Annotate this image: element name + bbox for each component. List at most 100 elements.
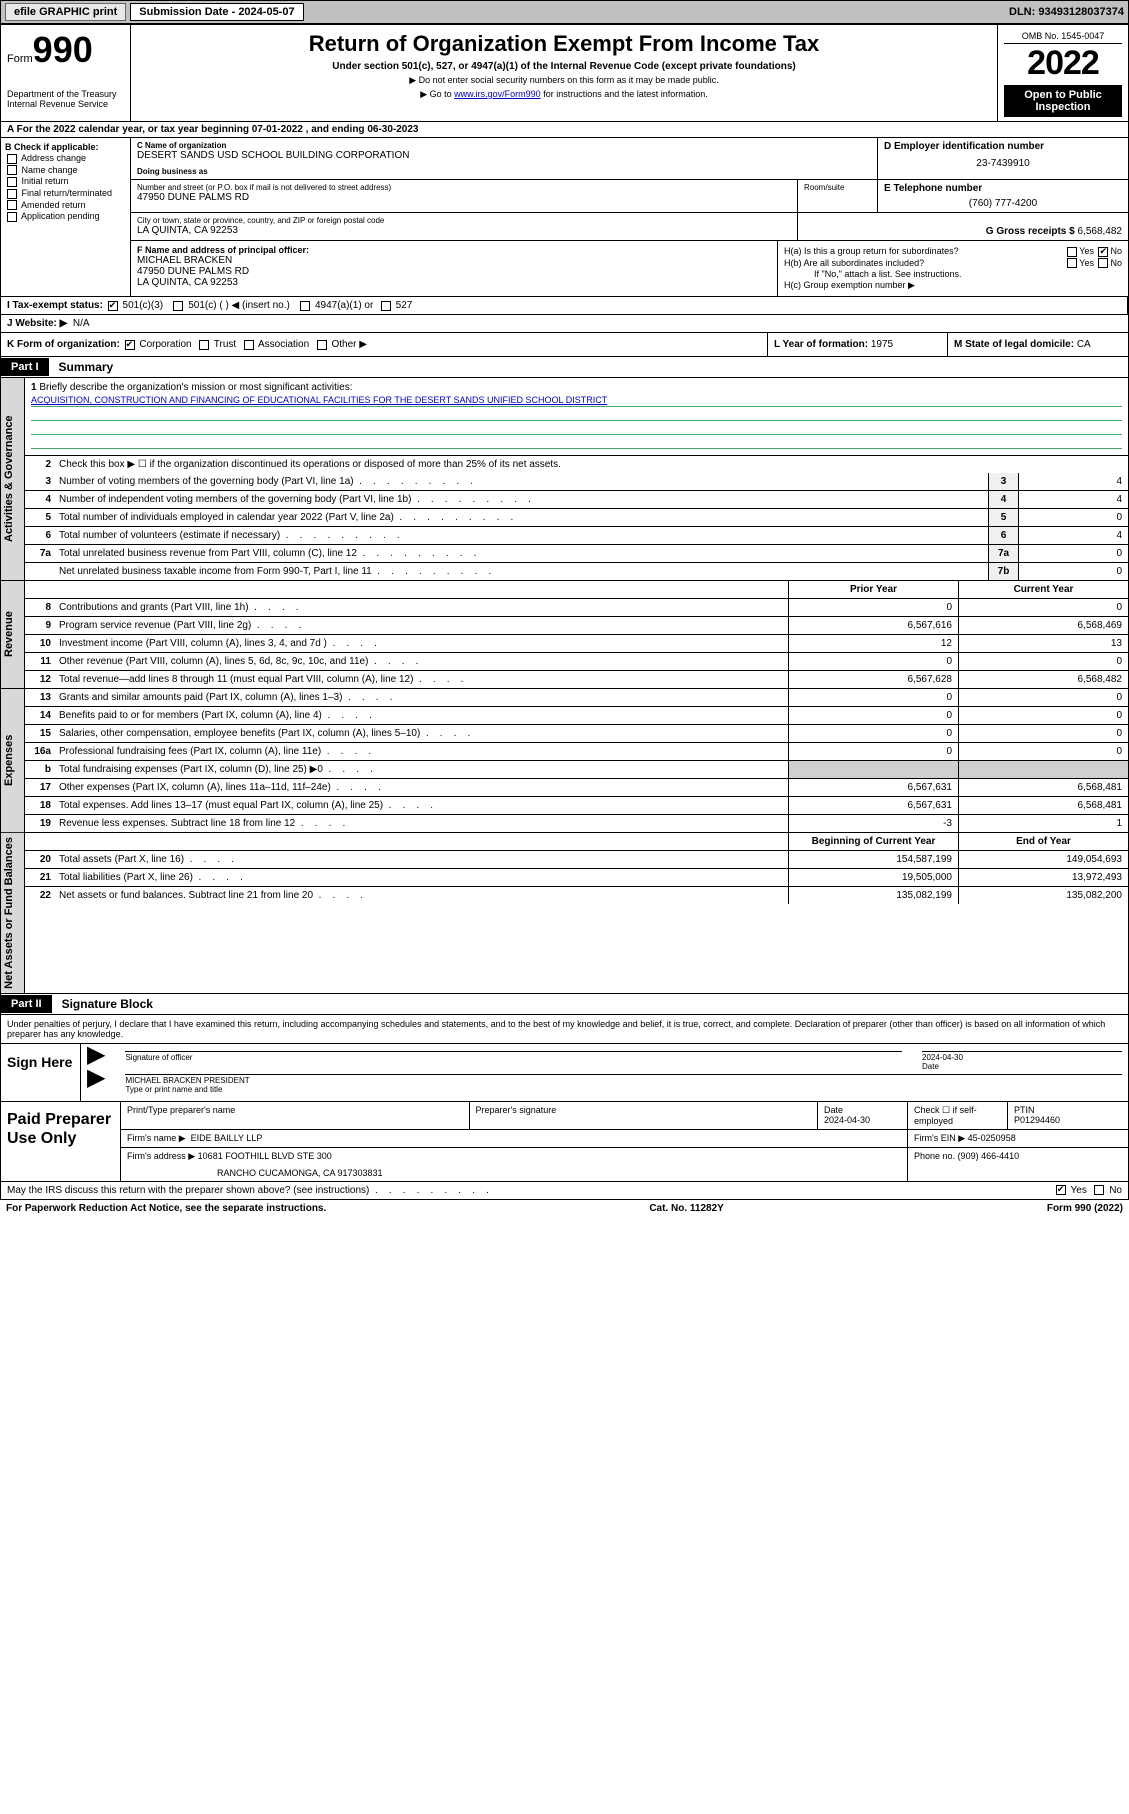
sign-here-label: Sign Here bbox=[1, 1044, 81, 1101]
q2-text: Check this box ▶ ☐ if the organization d… bbox=[55, 456, 1128, 473]
discuss-yn: Yes No bbox=[1054, 1185, 1122, 1196]
box-g: G Gross receipts $ 6,568,482 bbox=[804, 226, 1122, 237]
box-b: B Check if applicable: Address change Na… bbox=[1, 138, 131, 296]
form-header: Form990 Department of the Treasury Inter… bbox=[0, 24, 1129, 122]
chk-corp[interactable] bbox=[125, 340, 135, 350]
fin-row: 10Investment income (Part VIII, column (… bbox=[25, 635, 1128, 653]
ssn-note: ▶ Do not enter social security numbers o… bbox=[137, 75, 991, 86]
fin-row: 19Revenue less expenses. Subtract line 1… bbox=[25, 815, 1128, 832]
top-bar: efile GRAPHIC print Submission Date - 20… bbox=[0, 0, 1129, 24]
chk-trust[interactable] bbox=[199, 340, 209, 350]
form-ref: Form 990 (2022) bbox=[1047, 1203, 1123, 1214]
hdr-eoy: End of Year bbox=[958, 833, 1128, 850]
row-j: J Website: ▶ N/A bbox=[0, 315, 1129, 333]
chk-final-return[interactable]: Final return/terminated bbox=[5, 188, 126, 199]
fin-row: bTotal fundraising expenses (Part IX, co… bbox=[25, 761, 1128, 779]
fin-row: 14Benefits paid to or for members (Part … bbox=[25, 707, 1128, 725]
chk-other[interactable] bbox=[317, 340, 327, 350]
chk-discuss-no[interactable] bbox=[1094, 1185, 1104, 1195]
chk-501c3[interactable] bbox=[108, 301, 118, 311]
part-i-title: Summary bbox=[49, 357, 124, 377]
preparer-block: Paid Preparer Use Only Print/Type prepar… bbox=[0, 1102, 1129, 1182]
part-ii-header: Part II Signature Block bbox=[0, 994, 1129, 1015]
section-governance: Activities & Governance 1 Briefly descri… bbox=[0, 378, 1129, 581]
sig-date: 2024-04-30Date bbox=[922, 1051, 1122, 1071]
hdr-prior-year: Prior Year bbox=[788, 581, 958, 598]
firm-addr: Firm's address ▶ 10681 FOOTHILL BLVD STE… bbox=[121, 1148, 908, 1181]
fin-row: 16aProfessional fundraising fees (Part I… bbox=[25, 743, 1128, 761]
hdr-current-year: Current Year bbox=[958, 581, 1128, 598]
penalty-text: Under penalties of perjury, I declare th… bbox=[0, 1015, 1129, 1044]
chk-4947[interactable] bbox=[300, 301, 310, 311]
part-i-tag: Part I bbox=[1, 358, 49, 376]
box-b-header: B Check if applicable: bbox=[5, 142, 126, 152]
hb-yn: Yes No bbox=[1065, 258, 1122, 269]
mission-text[interactable]: ACQUISITION, CONSTRUCTION AND FINANCING … bbox=[31, 395, 607, 405]
part-i-header: Part I Summary bbox=[0, 357, 1129, 378]
chk-501c[interactable] bbox=[173, 301, 183, 311]
officer-addr: 47950 DUNE PALMS RD LA QUINTA, CA 92253 bbox=[137, 266, 771, 288]
chk-amended[interactable]: Amended return bbox=[5, 200, 126, 211]
chk-initial-return[interactable]: Initial return bbox=[5, 176, 126, 187]
omb-number: OMB No. 1545-0047 bbox=[1004, 29, 1122, 44]
side-governance: Activities & Governance bbox=[1, 378, 25, 580]
cat-no: Cat. No. 11282Y bbox=[649, 1203, 723, 1214]
goto-pre: ▶ Go to bbox=[420, 89, 454, 99]
ha-label: H(a) Is this a group return for subordin… bbox=[784, 246, 959, 257]
q1-text: Briefly describe the organization's miss… bbox=[39, 382, 352, 393]
form-word: Form bbox=[7, 53, 33, 65]
gov-row: 5Total number of individuals employed in… bbox=[25, 509, 1128, 527]
irs-link[interactable]: www.irs.gov/Form990 bbox=[454, 89, 541, 99]
section-revenue: Revenue Prior Year Current Year 8Contrib… bbox=[0, 581, 1129, 689]
fin-row: 22Net assets or fund balances. Subtract … bbox=[25, 887, 1128, 904]
sig-name: MICHAEL BRACKEN PRESIDENTType or print n… bbox=[125, 1074, 1122, 1094]
chk-address-change[interactable]: Address change bbox=[5, 153, 126, 164]
city-label: City or town, state or province, country… bbox=[137, 216, 791, 225]
box-d-label: D Employer identification number bbox=[884, 141, 1122, 152]
fin-row: 21Total liabilities (Part X, line 26)19,… bbox=[25, 869, 1128, 887]
fin-row: 9Program service revenue (Part VIII, lin… bbox=[25, 617, 1128, 635]
chk-527[interactable] bbox=[381, 301, 391, 311]
row-i: I Tax-exempt status: 501(c)(3) 501(c) ( … bbox=[1, 297, 1128, 314]
gov-row: Net unrelated business taxable income fr… bbox=[25, 563, 1128, 580]
box-f-label: F Name and address of principal officer: bbox=[137, 245, 771, 255]
form-subtitle: Under section 501(c), 527, or 4947(a)(1)… bbox=[137, 61, 991, 72]
fin-row: 17Other expenses (Part IX, column (A), l… bbox=[25, 779, 1128, 797]
discuss-row: May the IRS discuss this return with the… bbox=[0, 1182, 1129, 1200]
gov-row: 6Total number of volunteers (estimate if… bbox=[25, 527, 1128, 545]
officer-name: MICHAEL BRACKEN bbox=[137, 255, 771, 266]
box-c-name-label: C Name of organization bbox=[137, 141, 871, 150]
city-value: LA QUINTA, CA 92253 bbox=[137, 225, 791, 236]
sig-officer: Signature of officer bbox=[125, 1051, 902, 1071]
discuss-text: May the IRS discuss this return with the… bbox=[7, 1185, 369, 1196]
dept-treasury: Department of the Treasury Internal Reve… bbox=[7, 89, 124, 109]
form-number: 990 bbox=[33, 29, 93, 70]
hb-label: H(b) Are all subordinates included? bbox=[784, 258, 924, 269]
side-expenses: Expenses bbox=[1, 689, 25, 832]
prep-h1: Print/Type preparer's name bbox=[121, 1102, 470, 1129]
tax-year: 2022 bbox=[1004, 44, 1122, 83]
chk-name-change[interactable]: Name change bbox=[5, 165, 126, 176]
room-label: Room/suite bbox=[798, 180, 878, 212]
hb-note: If "No," attach a list. See instructions… bbox=[784, 269, 1122, 279]
arrow-icon: ▶ bbox=[87, 1074, 105, 1094]
phone-value: (760) 777-4200 bbox=[884, 198, 1122, 209]
prep-ptin: PTINP01294460 bbox=[1008, 1102, 1128, 1129]
ein-value: 23-7439910 bbox=[884, 158, 1122, 169]
box-e-label: E Telephone number bbox=[884, 183, 1122, 194]
part-ii-tag: Part II bbox=[1, 995, 52, 1013]
firm-name: Firm's name ▶ EIDE BAILLY LLP bbox=[121, 1130, 908, 1147]
chk-discuss-yes[interactable] bbox=[1056, 1185, 1066, 1195]
fin-row: 8Contributions and grants (Part VIII, li… bbox=[25, 599, 1128, 617]
prep-date: Date2024-04-30 bbox=[818, 1102, 908, 1129]
chk-assoc[interactable] bbox=[244, 340, 254, 350]
efile-print-button[interactable]: efile GRAPHIC print bbox=[5, 3, 126, 21]
preparer-left-label: Paid Preparer Use Only bbox=[1, 1102, 121, 1181]
fin-row: 11Other revenue (Part VIII, column (A), … bbox=[25, 653, 1128, 671]
fin-row: 15Salaries, other compensation, employee… bbox=[25, 725, 1128, 743]
fin-row: 20Total assets (Part X, line 16)154,587,… bbox=[25, 851, 1128, 869]
prep-h2: Preparer's signature bbox=[470, 1102, 819, 1129]
gov-row: 4Number of independent voting members of… bbox=[25, 491, 1128, 509]
chk-app-pending[interactable]: Application pending bbox=[5, 211, 126, 222]
goto-note: ▶ Go to www.irs.gov/Form990 for instruct… bbox=[137, 89, 991, 100]
